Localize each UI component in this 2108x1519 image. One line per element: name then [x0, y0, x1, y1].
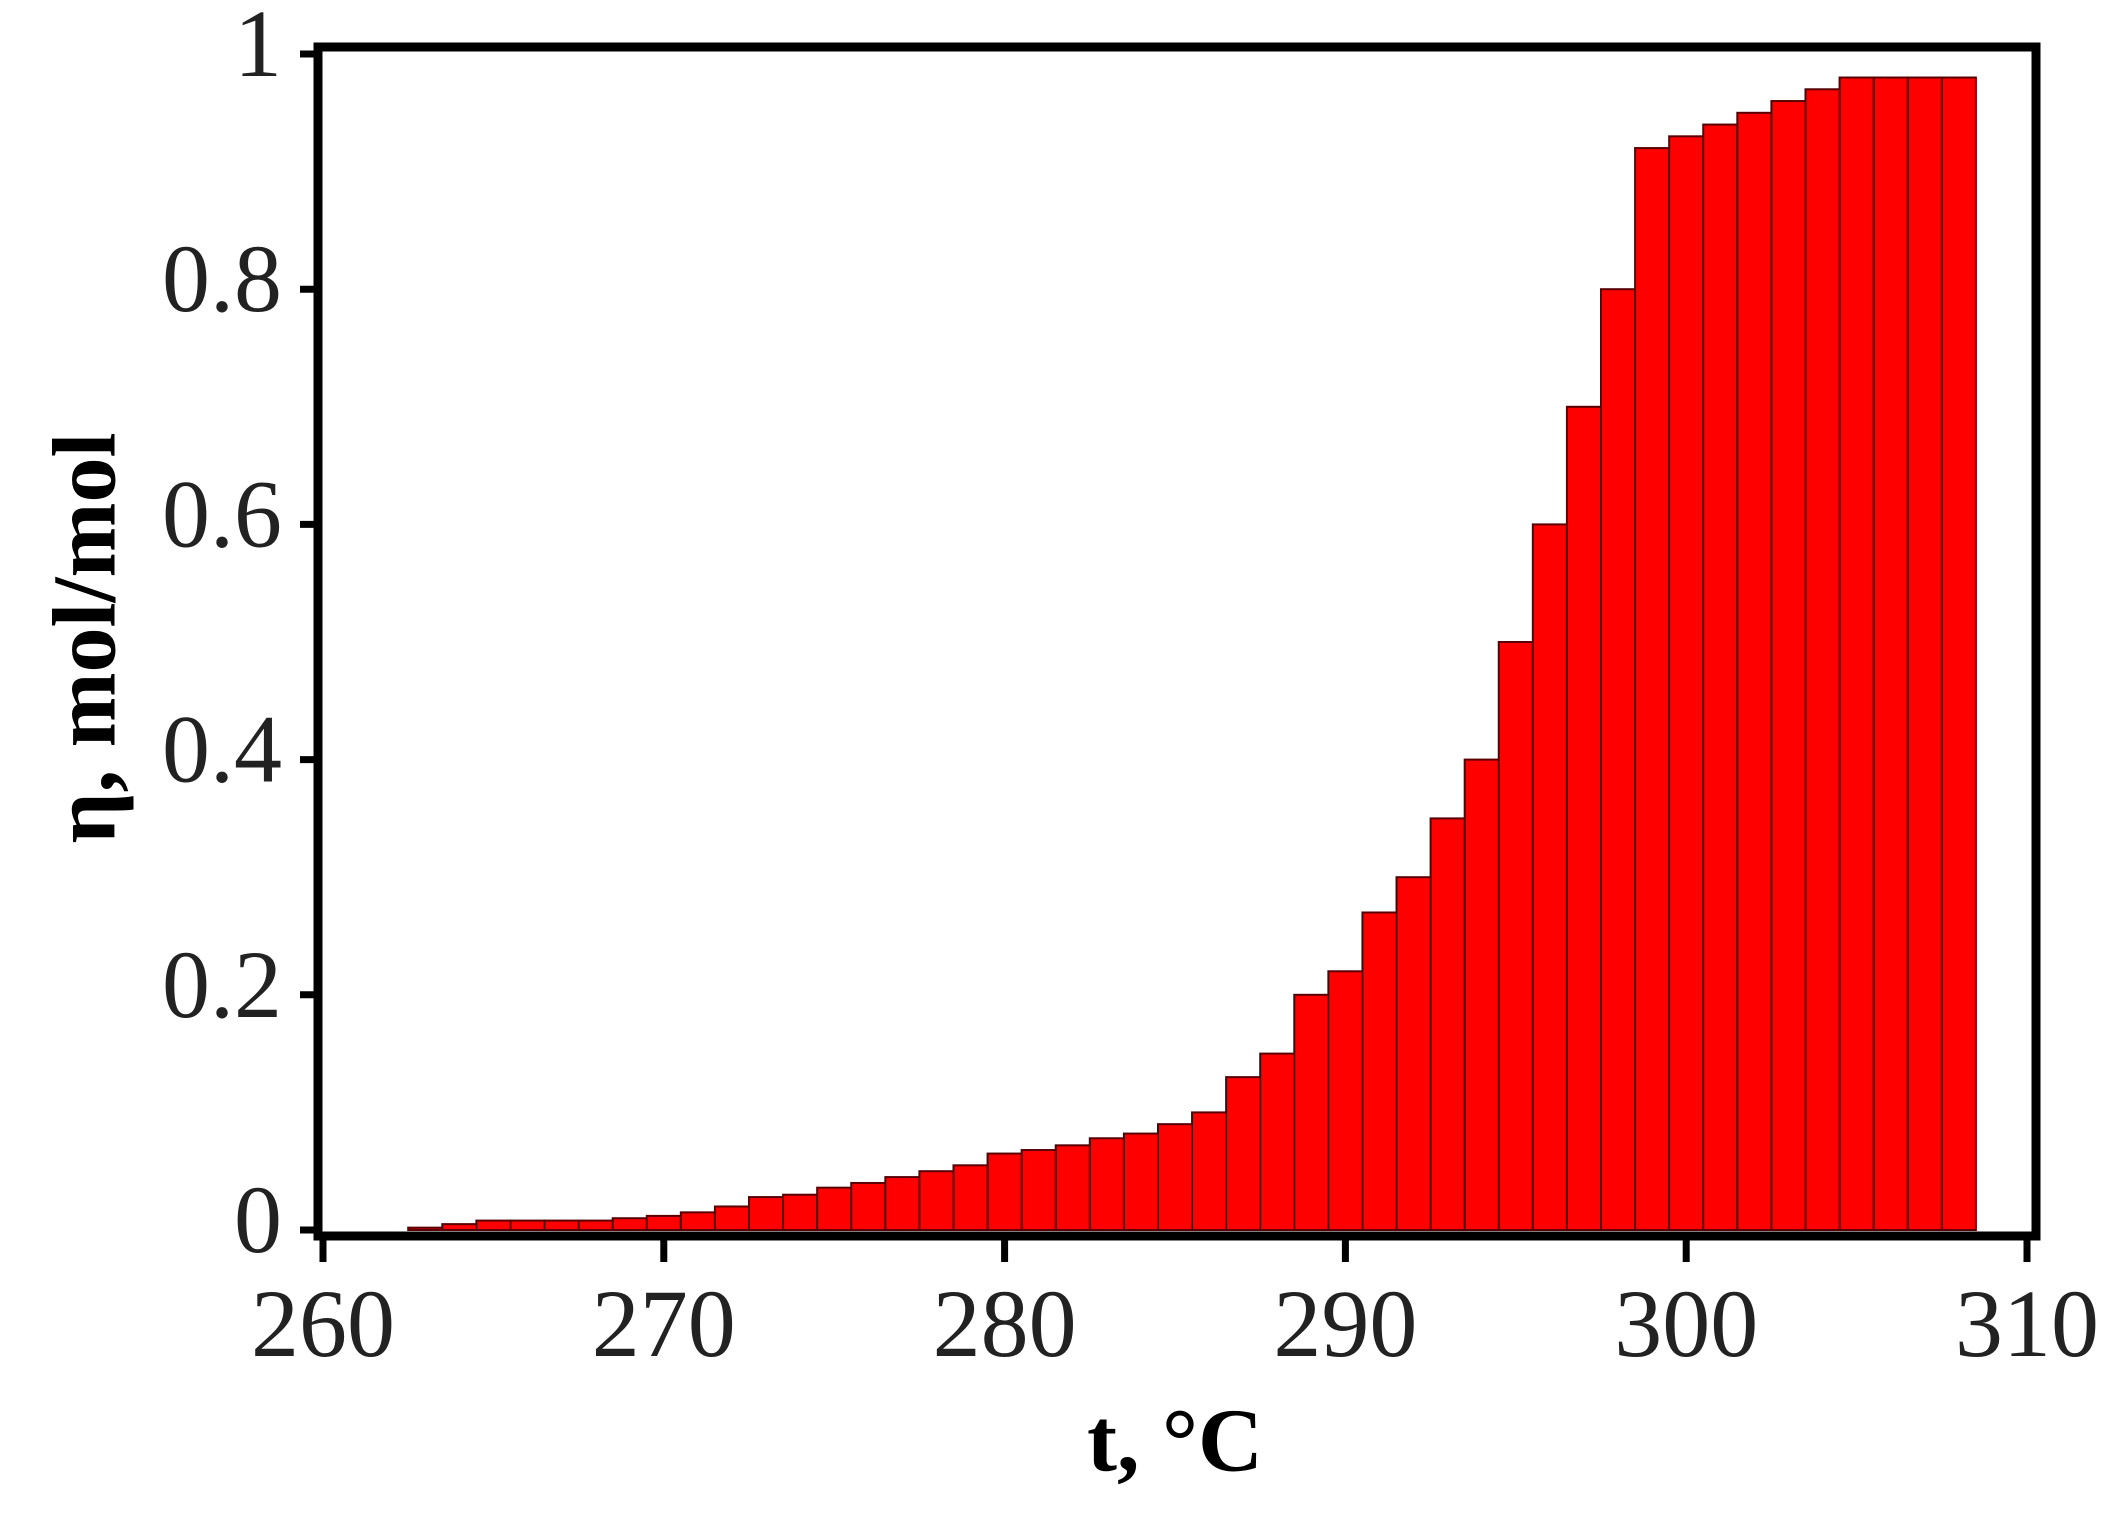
bar [1122, 1132, 1159, 1231]
bar [1565, 405, 1603, 1231]
bar [850, 1181, 887, 1231]
bar [1906, 76, 1943, 1231]
bar [1361, 911, 1398, 1231]
bar [782, 1193, 819, 1231]
plot-frame [313, 42, 2041, 1241]
bar [1088, 1137, 1125, 1231]
bar [1634, 147, 1671, 1232]
bar [1531, 523, 1568, 1231]
bar [509, 1219, 546, 1232]
bar [1395, 876, 1432, 1231]
bar [748, 1196, 785, 1232]
y-tick-label: 0.6 [162, 460, 282, 567]
bar [1054, 1144, 1091, 1231]
y-tick-label: 0.2 [162, 931, 282, 1038]
bar [1702, 123, 1739, 1231]
bar [816, 1186, 853, 1231]
bar [1736, 111, 1773, 1231]
bar [1497, 641, 1534, 1231]
bar [918, 1170, 955, 1231]
bar [1327, 970, 1364, 1232]
x-tick-label: 280 [933, 1270, 1077, 1377]
bar [1838, 76, 1875, 1231]
y-axis-title: η, mol/mol [36, 432, 135, 843]
x-tick-label: 300 [1614, 1270, 1758, 1377]
x-axis-title: t, °C [1087, 1392, 1263, 1491]
bar [543, 1219, 580, 1232]
bar [1225, 1076, 1262, 1231]
bar [679, 1211, 716, 1231]
y-tick-label: 0.8 [162, 225, 282, 332]
bar [577, 1219, 614, 1232]
bar [1020, 1149, 1057, 1231]
x-tick-label: 290 [1273, 1270, 1417, 1377]
bar [1872, 76, 1909, 1231]
bar [1600, 288, 1637, 1231]
bar [441, 1223, 478, 1231]
y-tick-label: 0.4 [162, 696, 282, 803]
bar [986, 1152, 1023, 1232]
x-tick-label: 270 [592, 1270, 736, 1377]
bar [1463, 758, 1500, 1231]
bar [611, 1217, 648, 1231]
bar [1770, 100, 1807, 1231]
bar [1259, 1052, 1296, 1231]
bar [1191, 1111, 1228, 1232]
bar [1804, 88, 1841, 1231]
x-tick-label: 310 [1955, 1270, 2099, 1377]
bar [1668, 135, 1705, 1232]
bar [713, 1205, 750, 1231]
bar [1429, 817, 1466, 1232]
y-tick-label: 1 [234, 0, 282, 97]
y-tick-label: 0 [234, 1166, 282, 1273]
bar [407, 1226, 444, 1231]
bar [1156, 1123, 1194, 1232]
bar [1940, 76, 1977, 1231]
bar [884, 1176, 921, 1231]
bar [645, 1214, 682, 1231]
bar [952, 1164, 989, 1231]
bar [1293, 993, 1330, 1231]
x-tick-label: 260 [251, 1270, 395, 1377]
bar [475, 1219, 512, 1232]
